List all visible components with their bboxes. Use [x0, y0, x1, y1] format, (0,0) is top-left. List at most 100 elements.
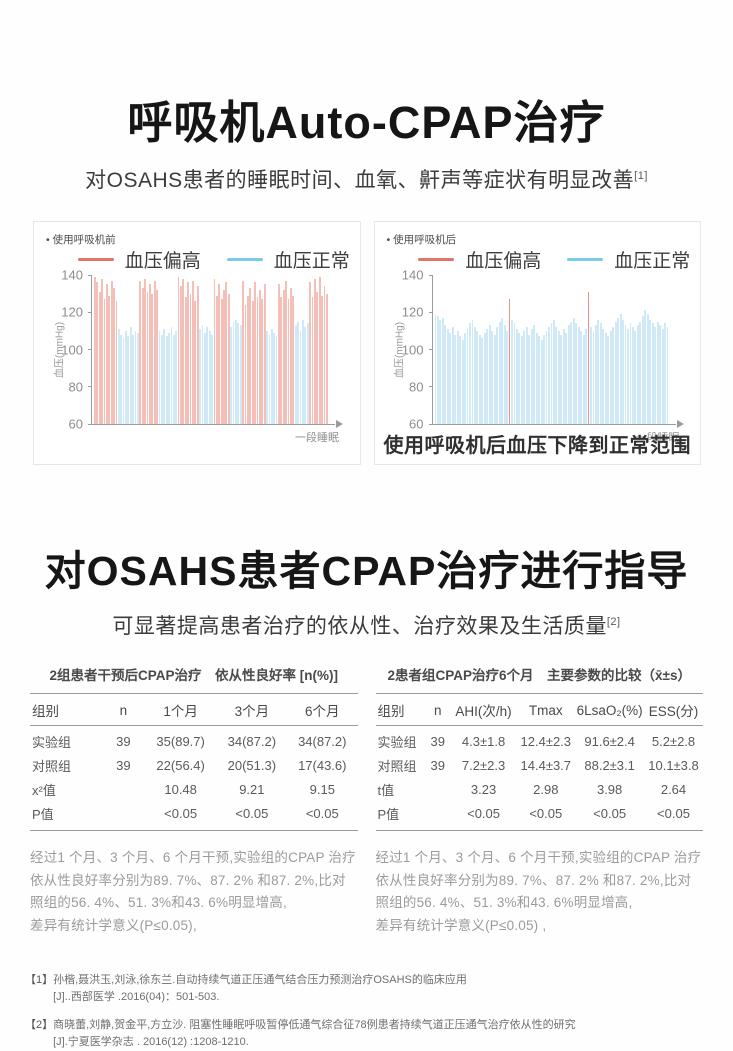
y-tick-label: 100 [61, 342, 83, 357]
column-header: 6LsaO₂(%) [575, 693, 645, 726]
legend-label: 血压偏高 [124, 251, 201, 272]
bar [258, 289, 261, 424]
bar [208, 330, 211, 424]
bar [273, 332, 276, 424]
bar [624, 325, 627, 424]
parameters-table: 组别 n AHI(次/h) Tmax 6LsaO₂(%) ESS(分) 实验组 39 4.3±1… [375, 693, 703, 831]
bar [220, 299, 223, 424]
table-cell [425, 778, 451, 802]
legend-item: 血压偏高 [418, 246, 541, 273]
bar [540, 340, 543, 424]
bar [170, 327, 173, 424]
bar [461, 340, 464, 424]
bar [459, 336, 462, 424]
table-cell: 对照组 [32, 759, 72, 774]
bar [215, 295, 218, 424]
bar [587, 291, 590, 424]
bar [641, 315, 644, 424]
table-cell: 91.6±2.4 [584, 734, 635, 749]
table-row: 实验组 39 35(89.7) 34(87.2) 34(87.2) [30, 726, 358, 754]
bar [177, 276, 180, 424]
bar [572, 317, 575, 424]
table-cell: 10.48 [164, 782, 197, 797]
references: 【1】 孙楷,聂洪玉,刘泳,徐东兰.自动持续气道正压通气结合压力预测治疗OSAHS… [25, 972, 703, 1051]
table-cell: 10.1±3.8 [648, 758, 699, 773]
bar [562, 329, 565, 424]
bar [232, 321, 235, 424]
column-header: Tmax [516, 693, 576, 726]
table-cell: 20(51.3) [227, 758, 277, 773]
bar [254, 282, 256, 424]
bar [553, 319, 555, 424]
bar [602, 329, 605, 424]
bar [451, 327, 454, 424]
footnote-ref-2: [2] [606, 616, 621, 628]
bar [294, 325, 297, 424]
bar [163, 329, 166, 424]
subtitle-text: 对OSAHS患者的睡眠时间、血氧、鼾声等症状有明显改善 [85, 169, 635, 192]
column-header: 3个月 [216, 693, 288, 726]
bar [94, 276, 96, 424]
bar [525, 327, 528, 424]
table-cell: 4.3±1.8 [461, 734, 506, 749]
bar [278, 284, 280, 424]
bar [656, 321, 659, 424]
bar [275, 336, 278, 424]
bar [146, 291, 149, 424]
y-tick-mark [88, 311, 92, 313]
table-cell: P值 [32, 807, 54, 822]
y-tick-label: 60 [68, 416, 83, 432]
bar [520, 336, 523, 424]
table-cell: 3.98 [596, 782, 623, 797]
table-cell: <0.05 [235, 806, 269, 821]
notes-row: 经过1 个月、3 个月、6 个月干预,实验组的CPAP 治疗依从性良好率分别为8… [30, 847, 703, 938]
section-2-header: 对OSAHS患者CPAP治疗进行指导 可显著提高患者治疗的依从性、治疗效果及生活… [0, 465, 733, 640]
footnote-ref-1: [1] [634, 170, 648, 182]
y-tick-label: 60 [409, 416, 424, 432]
y-tick-label: 80 [409, 379, 424, 395]
bar [590, 327, 592, 424]
chart-legend: 血压偏高 血压正常 [74, 246, 354, 273]
bar [441, 317, 444, 424]
bar [148, 284, 151, 424]
table-cell: 39 [430, 734, 445, 749]
bar [304, 327, 307, 424]
bar [127, 336, 130, 424]
column-header: ESS(分) [644, 693, 703, 726]
bar [585, 329, 587, 424]
bar [594, 325, 597, 424]
bar [139, 280, 142, 424]
table-cell: 35(89.7) [156, 734, 205, 749]
column-header: 组别 [375, 693, 425, 726]
bar [456, 330, 459, 424]
bar [132, 334, 135, 424]
y-tick-mark [428, 274, 433, 276]
y-tick-label: 120 [61, 304, 83, 320]
reference-text: 商晓蕾,刘静,贺金平,方立沙. 阻塞性睡眠呼吸暂停低通气综合征78例患者持续气道… [53, 1017, 703, 1051]
bar [515, 329, 518, 424]
legend-label: 血压正常 [273, 251, 350, 272]
chart-panel-before-cpap: • 使用呼吸机前 血压偏高 血压正常 血压(mmHg) 一段睡眠 140 120 10… [33, 221, 361, 465]
bar [103, 299, 106, 424]
bar [256, 297, 259, 424]
table-cell: 9.21 [239, 782, 265, 797]
table-cell: 5.2±2.8 [651, 734, 696, 749]
bar [108, 295, 111, 424]
chart-condition-label: • 使用呼吸机前 [46, 234, 116, 246]
bar [592, 330, 595, 424]
table-cell: 12.4±2.3 [520, 734, 572, 749]
column-header: AHI(次/h) [450, 693, 517, 726]
bar [172, 334, 175, 424]
bar [565, 332, 568, 424]
table-cell: 实验组 [32, 735, 72, 750]
bar [599, 323, 602, 424]
reference-item: 【1】 孙楷,聂洪玉,刘泳,徐东兰.自动持续气道正压通气结合压力预测治疗OSAHS… [25, 972, 703, 1006]
bar [316, 291, 319, 424]
bar [297, 321, 299, 424]
table-cell: 2.98 [533, 782, 559, 797]
subtitle-text: 可显著提高患者治疗的依从性、治疗效果及生活质量 [112, 615, 607, 638]
bar [325, 293, 328, 424]
bar [268, 334, 271, 424]
bar [201, 325, 204, 424]
bar [113, 288, 115, 424]
